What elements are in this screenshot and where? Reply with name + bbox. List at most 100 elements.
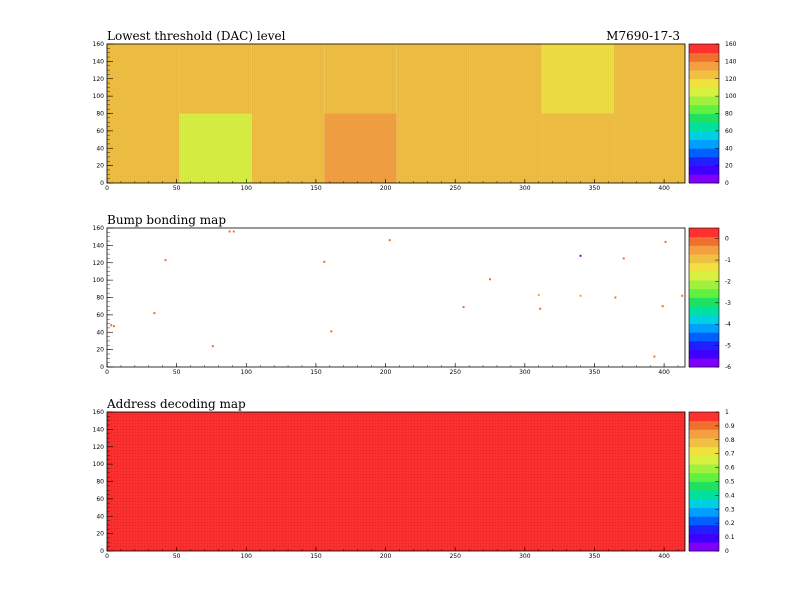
- data-point: [110, 324, 113, 327]
- colorbar-label: 40: [725, 145, 733, 152]
- colorbar-label: -5: [725, 343, 731, 350]
- x-tick-label: 250: [449, 369, 461, 376]
- x-axis-bump-bonding: 0 50 100 150 200 250 300 350 400: [105, 363, 679, 376]
- colorbar-swatch: [689, 236, 719, 246]
- y-tick-label: 40: [96, 329, 104, 336]
- colorbar-swatch: [689, 44, 719, 54]
- colorbar-label: 0.5: [725, 479, 735, 486]
- x-tick-label: 250: [449, 553, 461, 560]
- pixel-grid: [107, 44, 685, 183]
- x-tick-label: 200: [380, 553, 392, 560]
- panel-bump-bonding: Bump bonding map 0 50 100 150 200 250 300 350 40…: [93, 213, 732, 376]
- x-tick-label: 0: [105, 553, 109, 560]
- colorbar-swatch: [689, 156, 719, 167]
- plot-background: [107, 228, 685, 367]
- y-axis-address-decoding: 0 20 40 60 80 100 120 140 160: [93, 409, 113, 555]
- colorbar-label: 140: [725, 58, 737, 65]
- y-tick-label: 140: [93, 58, 105, 65]
- data-point: [153, 312, 156, 315]
- y-tick-label: 40: [96, 513, 104, 520]
- x-tick-label: 150: [310, 185, 322, 192]
- colorbar-address-decoding: 0 0.1 0.2 0.3 0.4 0.5 0.6 0.7 0.8 0.9 1: [688, 409, 735, 555]
- y-axis-bump-bonding: 0 20 40 60 80 100 120 140 160: [93, 225, 113, 371]
- colorbar-label: 0.3: [725, 506, 735, 513]
- colorbar-swatch: [689, 332, 719, 342]
- colorbar-label: 100: [725, 93, 737, 100]
- colorbar-swatch: [689, 78, 719, 88]
- x-tick-label: 200: [380, 185, 392, 192]
- data-point: [579, 254, 582, 257]
- colorbar-frame: [688, 227, 720, 368]
- colorbar-label: -1: [725, 257, 731, 264]
- y-tick-label: 80: [96, 295, 104, 302]
- colorbar-label: 0.7: [725, 451, 735, 458]
- y-tick-label: 100: [93, 93, 105, 100]
- x-tick-label: 350: [589, 553, 601, 560]
- colorbar-swatch: [689, 498, 719, 508]
- x-axis-address-decoding: 0 50 100 150 200 250 300 350 400: [105, 547, 679, 560]
- colorbar-swatch: [689, 104, 719, 114]
- colorbar-label: 20: [725, 163, 733, 170]
- data-point: [330, 330, 333, 333]
- panel-title-threshold: Lowest threshold (DAC) level: [107, 29, 286, 43]
- data-point: [388, 239, 391, 242]
- panel-threshold: Lowest threshold (DAC) level 0 50 100 150 20…: [93, 29, 737, 192]
- x-tick-label: 400: [658, 553, 670, 560]
- colorbar-swatch: [689, 349, 719, 359]
- data-point: [539, 307, 542, 310]
- plot-area-bump-bonding: [106, 227, 686, 368]
- colorbar-swatch: [689, 113, 719, 123]
- colorbar-swatch: [689, 87, 719, 97]
- colorbar-swatch: [689, 262, 719, 272]
- pixel-grid: [107, 412, 685, 551]
- x-tick-label: 0: [105, 185, 109, 192]
- chip-label: M7690-17-3: [606, 29, 680, 43]
- colorbar-swatch: [689, 148, 719, 158]
- y-tick-label: 80: [96, 479, 104, 486]
- colorbar-swatch: [689, 314, 719, 324]
- y-tick-label: 120: [93, 444, 105, 451]
- colorbar-swatch: [689, 542, 719, 552]
- data-point: [681, 294, 684, 297]
- y-tick-label: 20: [96, 347, 104, 354]
- colorbar-swatch: [689, 455, 719, 465]
- colorbar-label: 0.9: [725, 423, 735, 430]
- panel-title-bump-bonding: Bump bonding map: [107, 213, 226, 227]
- y-tick-label: 120: [93, 76, 105, 83]
- colorbar-label: 80: [725, 111, 733, 118]
- y-tick-label: 0: [100, 364, 104, 371]
- y-tick-label: 40: [96, 145, 104, 152]
- x-axis-threshold: 0 50 100 150 200 250 300 350 400: [105, 179, 679, 192]
- colorbar-swatch: [689, 412, 719, 422]
- colorbar-swatch: [689, 297, 719, 307]
- y-tick-label: 60: [96, 312, 104, 319]
- x-tick-label: 300: [519, 185, 531, 192]
- data-point: [579, 294, 582, 297]
- x-tick-label: 100: [241, 553, 253, 560]
- colorbar-swatch: [689, 306, 719, 316]
- x-tick-label: 100: [241, 185, 253, 192]
- colorbar-label: 0: [725, 236, 729, 243]
- colorbar-label: -3: [725, 300, 731, 307]
- x-tick-label: 400: [658, 185, 670, 192]
- x-tick-label: 150: [310, 369, 322, 376]
- x-tick-label: 200: [380, 369, 392, 376]
- y-tick-label: 160: [93, 225, 105, 232]
- data-point: [211, 345, 214, 348]
- colorbar-swatch: [689, 446, 719, 456]
- colorbar-swatch: [689, 464, 719, 474]
- colorbar-swatch: [689, 96, 719, 106]
- colorbar-swatch: [689, 420, 719, 430]
- data-point: [112, 325, 115, 328]
- colorbar-swatch: [689, 122, 719, 132]
- colorbar-swatch: [689, 254, 719, 264]
- data-point: [228, 230, 231, 233]
- y-tick-label: 60: [96, 496, 104, 503]
- y-tick-label: 0: [100, 180, 104, 187]
- data-point: [661, 305, 664, 308]
- data-point: [664, 240, 667, 243]
- colorbar-swatch: [689, 52, 719, 62]
- data-point: [323, 260, 326, 263]
- colorbar-label: -4: [725, 321, 731, 328]
- panel-title-address-decoding: Address decoding map: [106, 397, 246, 411]
